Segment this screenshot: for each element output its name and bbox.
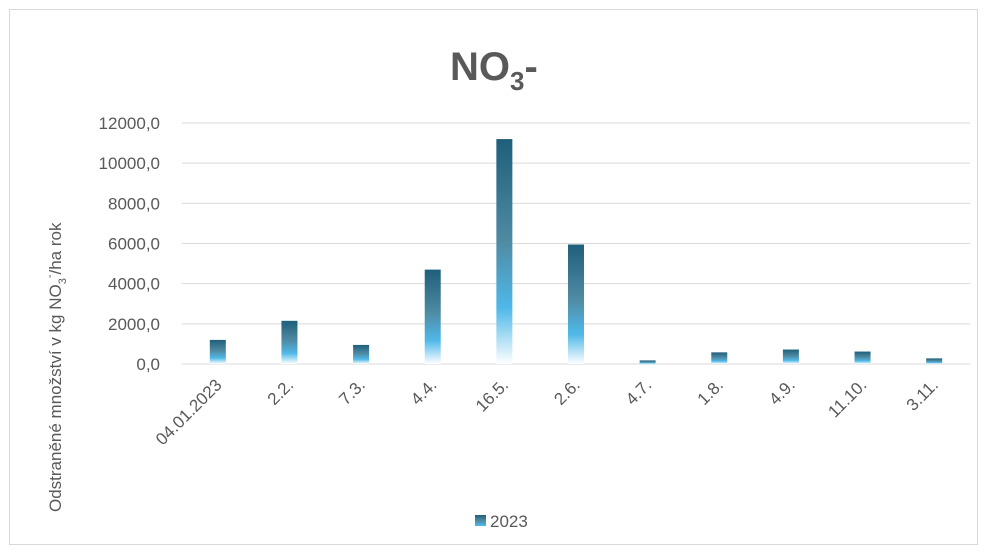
chart-frame	[9, 9, 978, 545]
x-tick-label: 16.5.	[472, 375, 512, 415]
bar	[782, 349, 799, 364]
y-axis-label: Odstraněné množství v kg NO3-/ha rok	[44, 222, 69, 512]
y-tick-label: 8000,0	[108, 194, 160, 213]
bars	[209, 139, 943, 364]
y-tick-label: 10000,0	[99, 154, 160, 173]
bar	[568, 244, 584, 364]
bar	[353, 344, 370, 364]
x-tick-label: 4.4.	[407, 375, 440, 408]
bar	[424, 269, 441, 364]
y-tick-label: 0,0	[136, 355, 160, 374]
x-tick-label: 7.3.	[335, 375, 368, 408]
x-tick-labels: 04.01.2023 2.2. 7.3. 4.4. 16.5. 2.6. 4.7. 1.8. 4…	[152, 375, 942, 449]
bar	[281, 320, 298, 364]
bar	[496, 139, 513, 364]
y-tick-label: 6000,0	[108, 235, 160, 254]
x-tick-label: 4.9.	[765, 375, 798, 408]
bar	[854, 351, 871, 364]
y-tick-label: 4000,0	[108, 275, 160, 294]
x-tick-label: 4.7.	[622, 375, 655, 408]
bar	[926, 358, 943, 364]
x-tick-label: 2.6.	[550, 375, 583, 408]
y-tick-label: 12000,0	[99, 114, 160, 133]
x-tick-label: 04.01.2023	[152, 375, 226, 449]
x-tick-label: 1.8.	[694, 375, 727, 408]
gridlines	[182, 122, 970, 365]
y-tick-label: 2000,0	[108, 315, 160, 334]
legend: 2023	[475, 512, 528, 531]
x-tick-label: 3.11.	[903, 375, 942, 414]
legend-label: 2023	[490, 512, 528, 531]
y-tick-labels: 0,0 2000,0 4000,0 6000,0 8000,0 10000,0 12000,…	[99, 114, 160, 374]
x-tick-label: 11.10.	[824, 375, 870, 421]
bar	[209, 339, 226, 364]
chart-title: NO3-	[450, 45, 538, 96]
x-tick-label: 2.2.	[264, 375, 297, 408]
bar	[639, 360, 656, 364]
bar	[711, 352, 728, 364]
legend-swatch	[475, 515, 486, 526]
